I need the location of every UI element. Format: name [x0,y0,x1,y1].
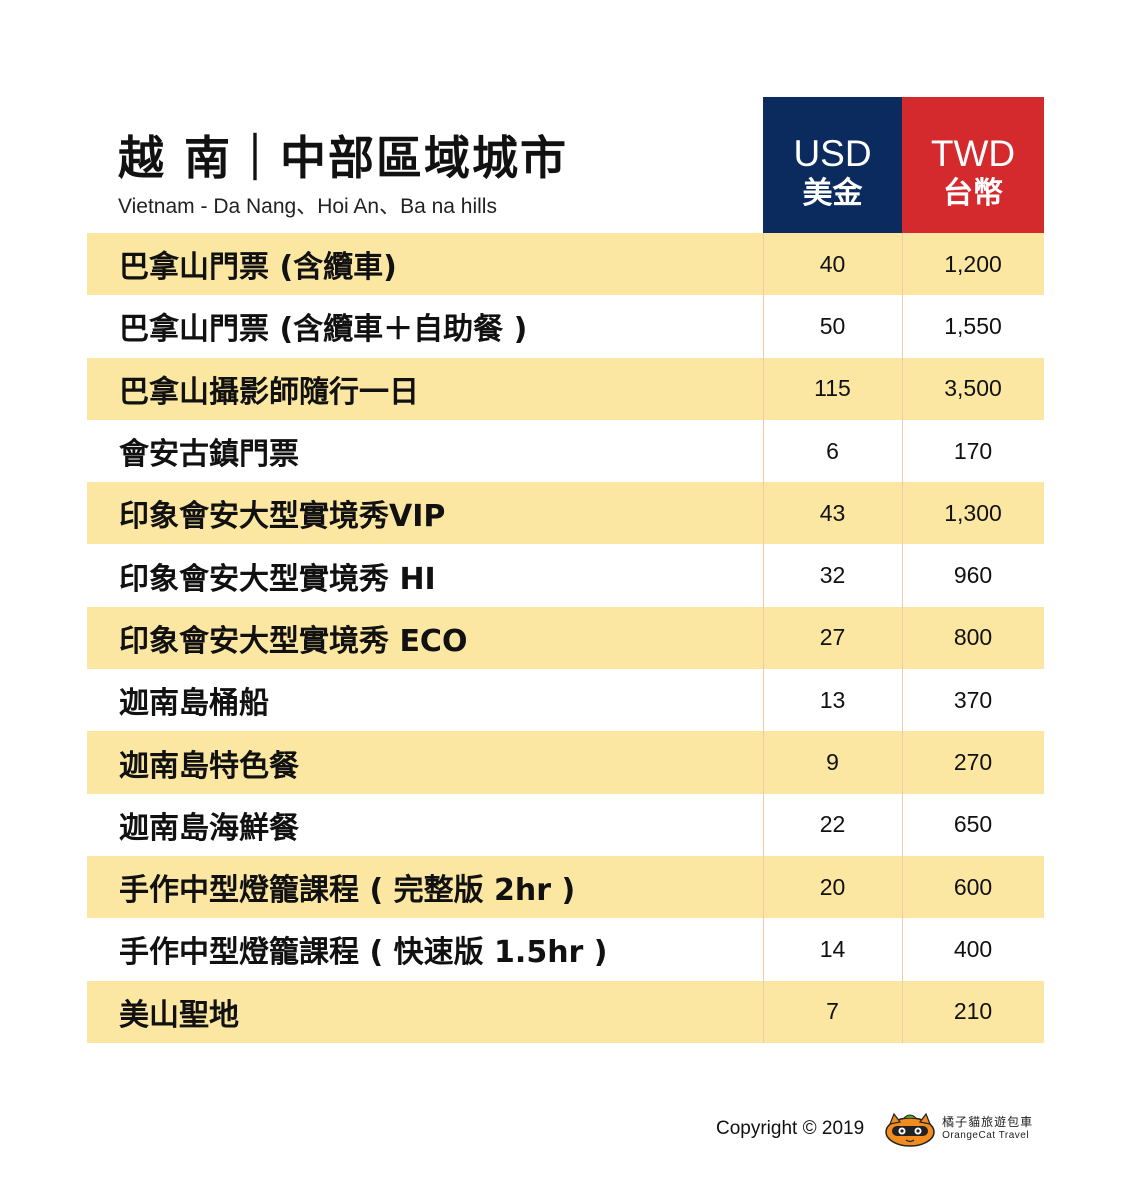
usd-price: 27 [819,624,846,651]
table-row: 迦南島桶船 13 370 [87,669,1044,731]
item-name: 會安古鎮門票 [119,437,299,473]
logo-name-en: OrangeCat Travel [942,1130,1030,1141]
usd-price: 14 [819,935,846,962]
twd-price: 210 [953,998,993,1025]
usd-price: 115 [814,375,851,402]
table-row: 巴拿山攝影師隨行一日 115 3,500 [87,357,1044,420]
usd-price: 13 [819,686,846,713]
twd-price: 650 [953,811,993,838]
usd-price: 9 [826,749,839,776]
twd-name: 台幣 [943,176,1003,211]
item-name: 迦南島桶船 [119,686,269,722]
item-name: 巴拿山攝影師隨行一日 [119,374,419,410]
twd-code: TWD [930,133,1016,174]
usd-price: 50 [819,312,846,339]
twd-column-header: TWD 台幣 [902,97,1044,233]
twd-price: 370 [953,686,993,713]
item-name: 印象會安大型實境秀 ECO [119,623,468,659]
item-name: 手作中型燈籠課程 ( 快速版 1.5hr ) [119,935,608,971]
table-row: 巴拿山門票 (含纜車) 40 1,200 [87,233,1044,296]
item-name: 巴拿山門票 (含纜車＋自助餐 ) [119,312,528,348]
twd-price: 3,500 [944,375,1002,402]
usd-price: 22 [819,811,846,838]
twd-price: 1,300 [944,499,1002,526]
table-row: 手作中型燈籠課程 ( 快速版 1.5hr ) 14 400 [87,918,1044,980]
column-divider [902,233,903,1043]
twd-price: 170 [953,437,993,464]
table-row: 巴拿山門票 (含纜車＋自助餐 ) 50 1,550 [87,295,1044,357]
page-subtitle: Vietnam - Da Nang、Hoi An、Ba na hills [118,195,497,218]
logo-name-zh: 橘子貓旅遊包車 [942,1115,1034,1129]
item-name: 印象會安大型實境秀VIP [119,499,446,535]
usd-price: 43 [819,499,846,526]
twd-price: 270 [953,749,993,776]
usd-name: 美金 [802,176,863,211]
title-block: 越 南｜中部區域城市 Vietnam - Da Nang、Hoi An、Ba n… [118,128,758,220]
item-name: 迦南島海鮮餐 [119,810,299,846]
usd-code: USD [793,133,872,174]
usd-price: 32 [819,562,846,589]
twd-price: 600 [953,873,993,900]
orange-cat-icon [885,1112,935,1147]
twd-price: 1,550 [944,312,1002,339]
usd-price: 7 [826,998,839,1025]
table-row: 印象會安大型實境秀 HI 32 960 [87,544,1044,606]
item-name: 美山聖地 [119,997,239,1033]
item-name: 迦南島特色餐 [119,748,299,784]
item-name: 印象會安大型實境秀 HI [119,561,436,597]
usd-price: 20 [819,873,846,900]
copyright-text: Copyright © 2019 [716,1118,865,1139]
usd-price: 40 [819,250,846,277]
footer: Copyright © 2019 橘子貓旅遊包車 OrangeCat Trave… [716,1110,1033,1148]
table-row: 迦南島特色餐 9 270 [87,731,1044,794]
price-table: 巴拿山門票 (含纜車) 40 1,200 巴拿山門票 (含纜車＋自助餐 ) 50… [87,233,1044,1043]
twd-price: 960 [953,562,993,589]
table-row: 印象會安大型實境秀VIP 43 1,300 [87,482,1044,545]
item-name: 巴拿山門票 (含纜車) [119,250,397,286]
twd-price: 1,200 [944,250,1002,277]
table-row: 迦南島海鮮餐 22 650 [87,794,1044,856]
twd-price: 800 [953,624,993,651]
brand-logo: 橘子貓旅遊包車 OrangeCat Travel [882,1110,1033,1148]
item-name: 手作中型燈籠課程 ( 完整版 2hr ) [119,873,576,909]
table-row: 印象會安大型實境秀 ECO 27 800 [87,606,1044,670]
table-row: 美山聖地 7 210 [87,980,1044,1043]
usd-column-header: USD 美金 [763,97,902,233]
page-title: 越 南｜中部區域城市 [118,131,569,185]
twd-price: 400 [953,935,993,962]
usd-price: 6 [826,437,839,464]
table-row: 手作中型燈籠課程 ( 完整版 2hr ) 20 600 [87,855,1044,919]
table-row: 會安古鎮門票 6 170 [87,420,1044,482]
column-divider [763,233,764,1043]
